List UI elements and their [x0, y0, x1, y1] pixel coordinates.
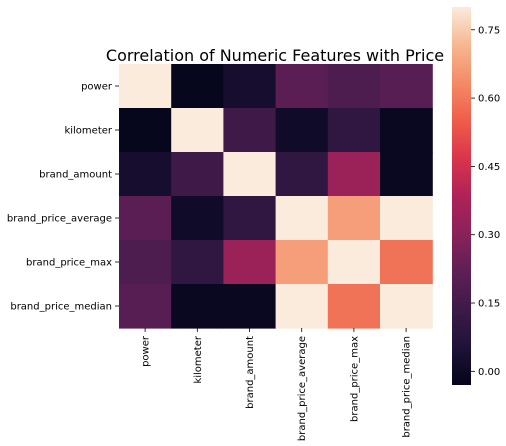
colorbar-tick-label: 0.30	[478, 230, 500, 241]
colorbar-ticks: 0.00 0.15 0.30 0.45 0.60 0.75	[471, 25, 500, 378]
x-tick-label: brand_price_max	[349, 336, 360, 422]
heatmap-cell	[119, 152, 172, 197]
heatmap-cell	[327, 108, 381, 153]
heatmap-cell	[223, 64, 277, 109]
heatmap-cell	[171, 196, 224, 241]
x-tick-label: brand_amount	[245, 336, 256, 409]
colorbar-tick-label: 0.15	[478, 299, 500, 310]
heatmap-cell	[327, 152, 381, 197]
heatmap-cell	[327, 196, 381, 241]
heatmap-cell	[119, 284, 172, 329]
y-tick-labels: power kilometer brand_amount brand_price_av…	[7, 82, 119, 313]
heatmap-cell	[119, 64, 172, 109]
heatmap-cell	[119, 196, 172, 241]
heatmap-cell	[119, 108, 172, 153]
heatmap-cell	[380, 152, 433, 197]
heatmap-cell	[327, 284, 381, 329]
heatmap-cell	[171, 152, 224, 197]
y-tick-label: brand_price_max	[26, 258, 112, 269]
x-tick-label: brand_price_average	[297, 336, 308, 441]
heatmap-cell	[380, 64, 433, 109]
heatmap-cell	[327, 240, 381, 285]
colorbar	[452, 7, 471, 385]
heatmap-cell	[275, 64, 329, 109]
heatmap-cells	[119, 64, 433, 329]
chart-title: Correlation of Numeric Features with Pri…	[106, 46, 444, 65]
heatmap-cell	[223, 240, 277, 285]
heatmap-cell	[171, 240, 224, 285]
heatmap-cell	[223, 284, 277, 329]
y-tick-label: brand_price_average	[7, 214, 112, 225]
heatmap-cell	[380, 196, 433, 241]
heatmap-cell	[171, 108, 224, 153]
heatmap-cell	[380, 108, 433, 153]
heatmap-cell	[275, 196, 329, 241]
heatmap-cell	[171, 64, 224, 109]
heatmap-cell	[275, 284, 329, 329]
x-tick-label: power	[141, 335, 152, 367]
heatmap-cell	[380, 240, 433, 285]
heatmap-cell	[275, 152, 329, 197]
heatmap-cell	[327, 64, 381, 109]
x-tick-label: kilometer	[193, 335, 204, 383]
heatmap-cell	[380, 284, 433, 329]
heatmap-cell	[119, 240, 172, 285]
x-tick-label: brand_price_median	[402, 336, 413, 438]
y-tick-label: power	[81, 82, 113, 93]
colorbar-tick-label: 0.75	[478, 25, 500, 36]
heatmap-cell	[275, 240, 329, 285]
heatmap-cell	[223, 152, 277, 197]
x-tick-labels: power kilometer brand_amount brand_price_av…	[141, 328, 413, 441]
y-tick-label: brand_price_median	[10, 302, 112, 313]
colorbar-tick-label: 0.00	[478, 367, 500, 378]
heatmap-cell	[223, 108, 277, 153]
heatmap-cell	[223, 196, 277, 241]
colorbar-tick-label: 0.45	[478, 162, 500, 173]
y-tick-label: brand_amount	[39, 170, 112, 181]
heatmap-cell	[171, 284, 224, 329]
y-tick-label: kilometer	[64, 126, 112, 137]
heatmap-cell	[275, 108, 329, 153]
colorbar-tick-label: 0.60	[478, 94, 500, 105]
